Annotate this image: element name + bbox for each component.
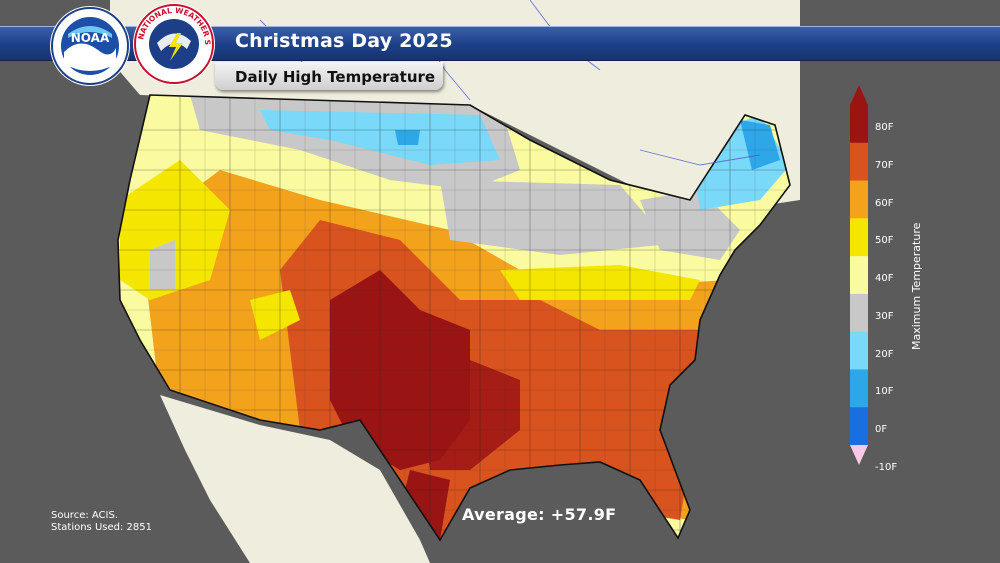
colorbar-tick-label: 10F	[875, 386, 894, 398]
average-temperature: Average: +57.9F	[462, 505, 617, 524]
colorbar-arrow-bottom	[850, 445, 868, 465]
colorbar-tick-label: 20F	[875, 348, 894, 360]
colorbar-segment	[850, 142, 868, 182]
temperature-colorbar	[850, 85, 868, 465]
colorbar-tick-label: 60F	[875, 197, 894, 209]
colorbar-segment	[850, 218, 868, 257]
mexico-land	[160, 395, 430, 563]
noaa-logo: NOAA	[50, 6, 130, 86]
colorbar-tick-label: 80F	[875, 122, 894, 133]
colorbar-title: Maximum Temperature	[910, 222, 923, 350]
us-outline	[117, 94, 791, 542]
colorbar-tick-label: 40F	[875, 273, 894, 285]
colorbar-segment	[850, 293, 868, 333]
nws-logo: NATIONAL WEATHER SERVICE	[130, 0, 215, 85]
colorbar-tick-label: 0F	[875, 424, 888, 436]
colorbar-segment	[850, 105, 868, 144]
map-title: Christmas Day 2025	[235, 30, 453, 52]
stations-text: Stations Used: 2851	[51, 522, 152, 533]
colorbar-segment	[850, 407, 868, 446]
colorbar-tick-label: 70F	[875, 159, 894, 171]
colorbar-tick-label: 50F	[875, 235, 894, 247]
map-subtitle: Daily High Temperature	[235, 68, 436, 86]
subtitle-box	[215, 62, 443, 90]
source-text: Source: ACIS.	[51, 510, 119, 521]
colorbar-tick-label: -10F	[875, 462, 898, 473]
colorbar-arrow-top	[850, 85, 868, 105]
colorbar-tick-label: 30F	[875, 310, 894, 322]
colorbar-segment	[850, 180, 868, 219]
colorbar-segment	[850, 369, 868, 408]
colorbar-segment	[850, 256, 868, 295]
noaa-logo-text: NOAA	[71, 31, 110, 45]
colorbar-segment	[850, 331, 868, 370]
